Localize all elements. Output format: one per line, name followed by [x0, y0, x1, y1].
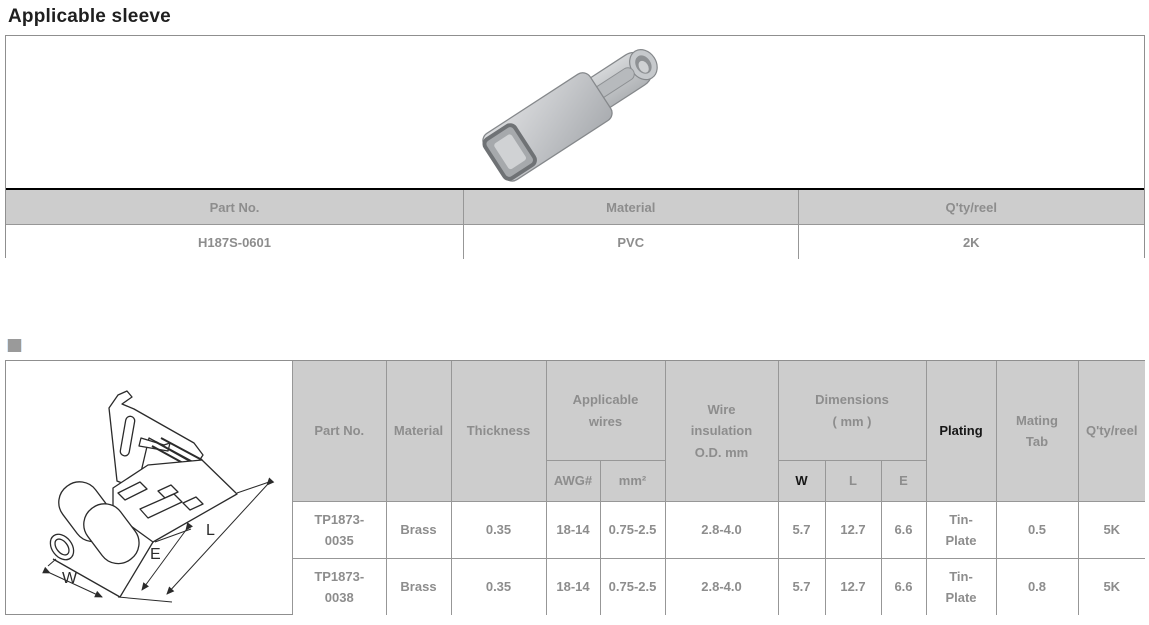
sleeve-col-material: Material: [462, 189, 799, 225]
dim-label-e: E: [150, 546, 161, 563]
cell-qty-reel: 5K: [1077, 558, 1146, 616]
dim-label-w: W: [62, 570, 78, 587]
col-awg: AWG#: [545, 460, 601, 502]
col-mating-tab: Mating Tab: [995, 360, 1079, 502]
col-mm2: mm²: [599, 460, 666, 502]
sleeve-table: Part No. Material Q'ty/reel H187S-0601 P…: [5, 189, 1145, 260]
terminal-header-row-1: Part No. Material Thickness Applicable w…: [292, 360, 1146, 502]
sleeve-material: PVC: [462, 224, 799, 260]
cell-mm2: 0.75-2.5: [599, 501, 666, 559]
cell-thickness: 0.35: [450, 558, 547, 616]
col-l: L: [824, 460, 882, 502]
cell-l: 12.7: [824, 558, 882, 616]
cell-wire-insulation: 2.8-4.0: [664, 558, 779, 616]
col-dimensions: Dimensions ( mm ): [777, 360, 927, 461]
section-bullet-marker: [8, 339, 21, 352]
cell-wire-insulation: 2.8-4.0: [664, 501, 779, 559]
col-part-no: Part No.: [292, 360, 387, 502]
cell-awg: 18-14: [545, 501, 601, 559]
table-row: TP1873-0035 Brass 0.35 18-14 0.75-2.5 2.…: [292, 501, 1146, 559]
sleeve-col-part-no: Part No.: [5, 189, 464, 225]
cell-mating-tab: 0.5: [995, 501, 1079, 559]
cell-e: 6.6: [880, 558, 927, 616]
dim-label-l: L: [206, 522, 215, 539]
terminal-table-area: Part No. Material Thickness Applicable w…: [292, 360, 1146, 616]
cell-plating: Tin-Plate: [925, 558, 997, 616]
col-material: Material: [385, 360, 452, 502]
terminal-line-drawing: W E L: [42, 390, 275, 603]
sleeve-table-header-row: Part No. Material Q'ty/reel: [5, 189, 1145, 225]
terminal-diagram: W E L: [6, 361, 293, 614]
sleeve-part-no: H187S-0601: [5, 224, 464, 260]
sleeve-table-row: H187S-0601 PVC 2K: [5, 224, 1145, 260]
col-plating: Plating: [925, 360, 997, 502]
terminal-spec-table: Part No. Material Thickness Applicable w…: [292, 360, 1146, 616]
sleeve-3d-image: [482, 49, 658, 182]
col-w: W: [777, 460, 826, 502]
terminal-section: W E L Part No. Material Thickness Applic…: [5, 360, 1146, 616]
cell-w: 5.7: [777, 501, 826, 559]
terminal-header-row-2: AWG# mm² W L E: [293, 460, 1145, 502]
cell-mating-tab: 0.8: [995, 558, 1079, 616]
cell-material: Brass: [385, 501, 452, 559]
col-wire-insulation: Wire insulation O.D. mm: [664, 360, 779, 502]
table-row: TP1873-0038 Brass 0.35 18-14 0.75-2.5 2.…: [292, 558, 1146, 616]
cell-plating: Tin-Plate: [925, 501, 997, 559]
cell-thickness: 0.35: [450, 501, 547, 559]
cell-qty-reel: 5K: [1077, 501, 1146, 559]
cell-part-no: TP1873-0035: [292, 501, 387, 559]
cell-l: 12.7: [824, 501, 882, 559]
cell-awg: 18-14: [545, 558, 601, 616]
cell-e: 6.6: [880, 501, 927, 559]
sleeve-section: Part No. Material Q'ty/reel H187S-0601 P…: [5, 35, 1145, 260]
page-title: Applicable sleeve: [8, 6, 171, 27]
col-qty-reel: Q'ty/reel: [1077, 360, 1146, 502]
sleeve-qty-reel: 2K: [797, 224, 1145, 260]
col-e: E: [880, 460, 927, 502]
sleeve-image-area: [6, 36, 1144, 190]
cell-mm2: 0.75-2.5: [599, 558, 666, 616]
cell-w: 5.7: [777, 558, 826, 616]
col-applicable-wires: Applicable wires: [545, 360, 666, 461]
cell-part-no: TP1873-0038: [292, 558, 387, 616]
sleeve-col-qty-reel: Q'ty/reel: [797, 189, 1145, 225]
cell-material: Brass: [385, 558, 452, 616]
col-thickness: Thickness: [450, 360, 547, 502]
